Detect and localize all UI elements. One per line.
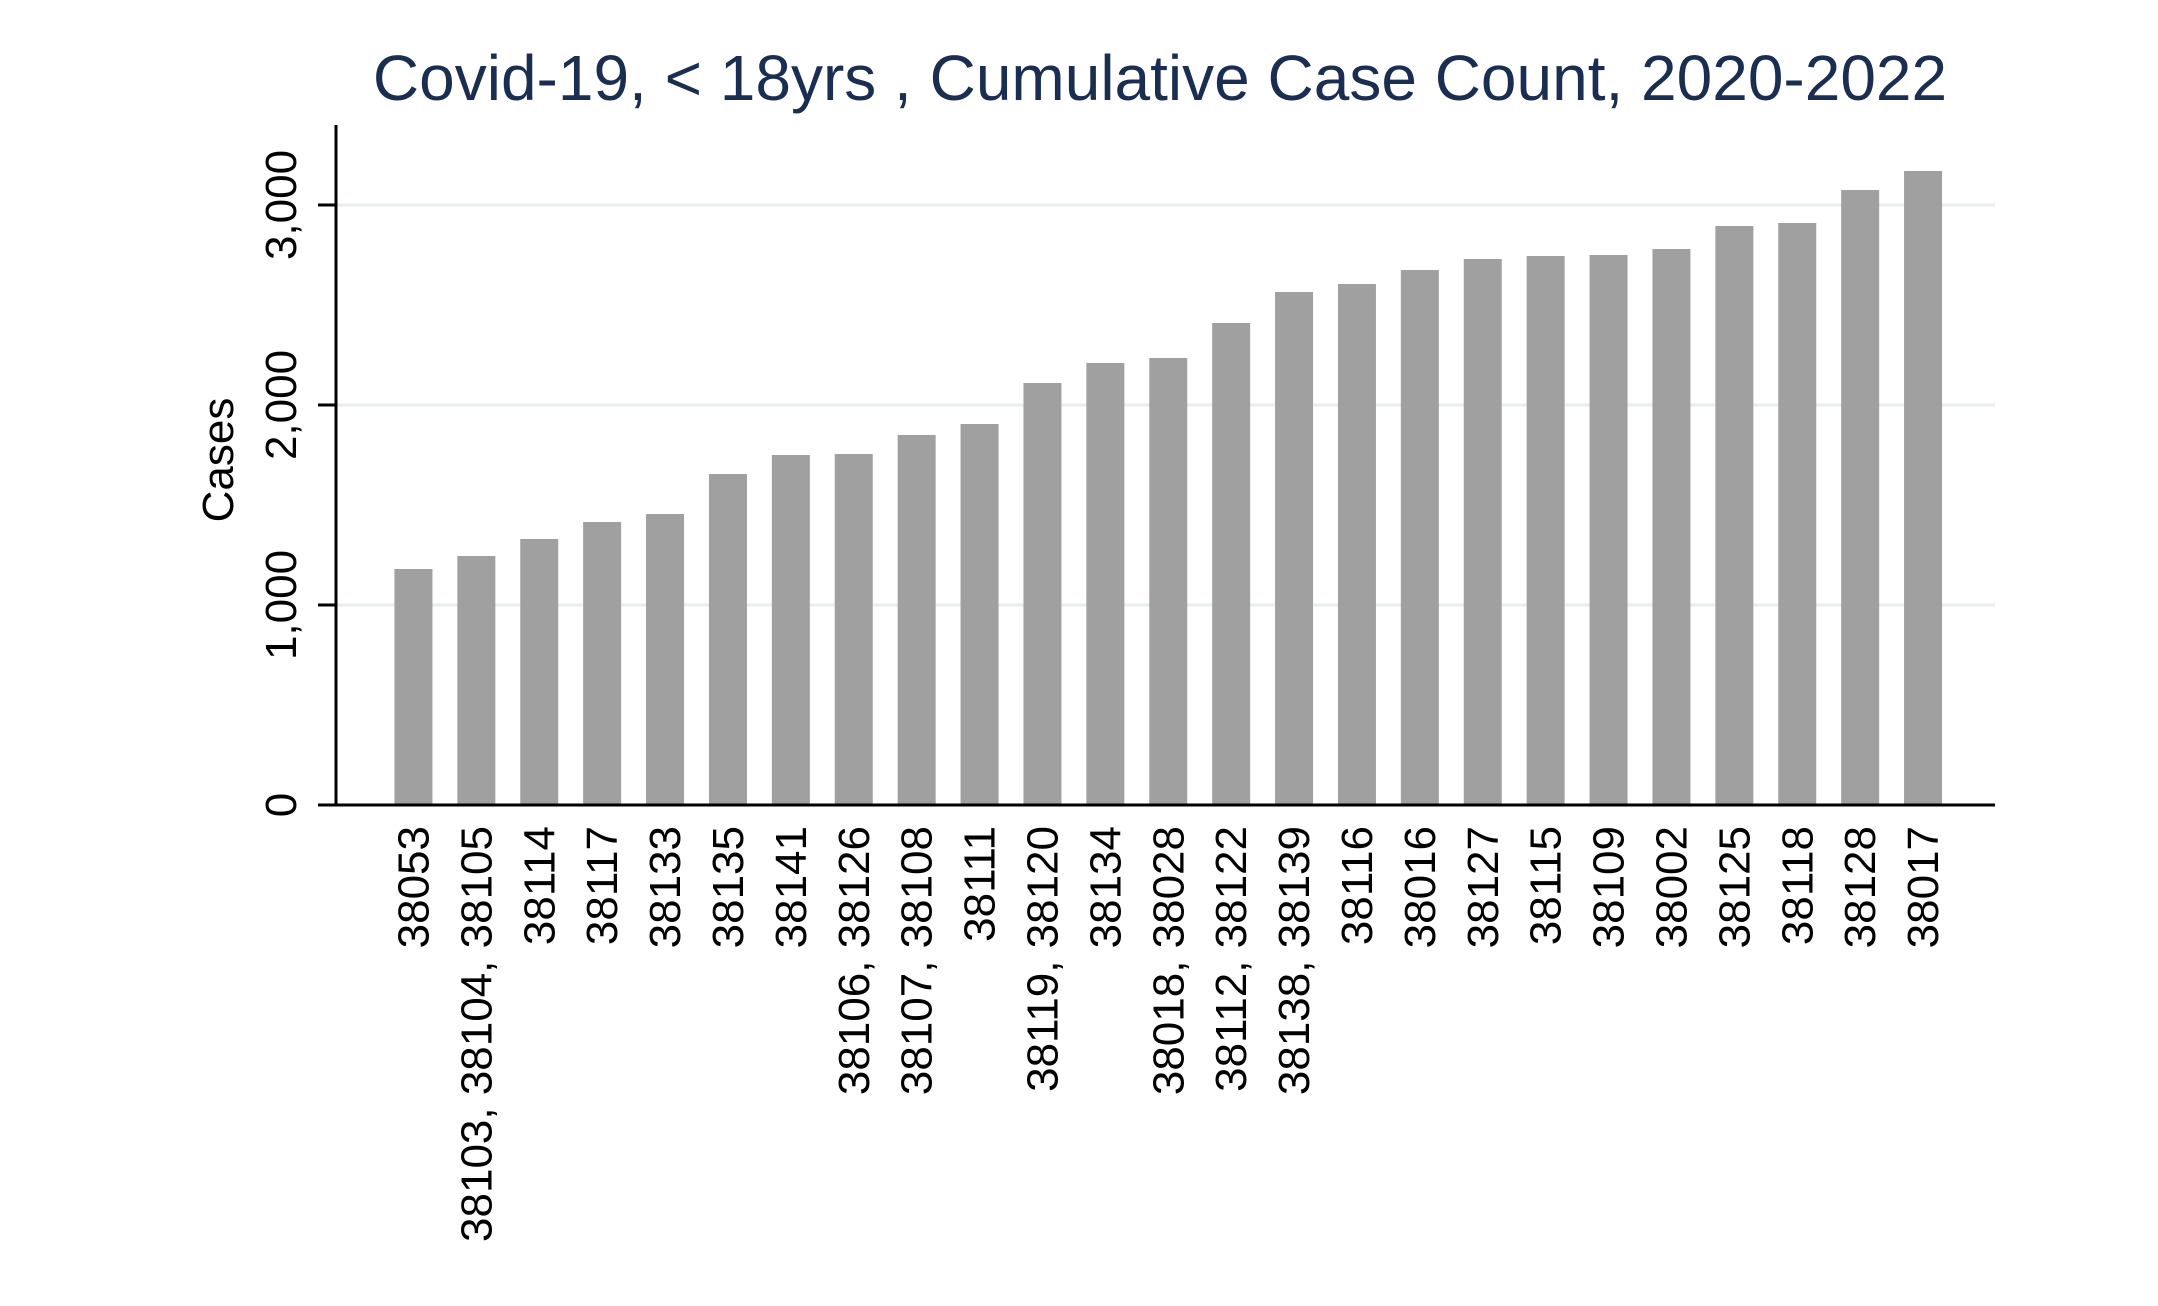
bar: [646, 514, 685, 805]
x-category-label: 38119, 38120: [1018, 826, 1067, 1092]
bar: [457, 556, 496, 805]
bar: [771, 455, 810, 805]
bar: [1841, 190, 1880, 805]
bar: [1275, 292, 1314, 805]
x-category-label: 38127: [1459, 826, 1508, 948]
x-category-label: 38134: [1081, 826, 1130, 948]
bar: [1589, 255, 1628, 805]
x-category-label: 38107, 38108: [893, 826, 942, 1095]
bar: [1715, 226, 1754, 805]
y-tick-label: 3,000: [257, 150, 306, 260]
x-category-label: 38111: [956, 826, 1005, 942]
bar: [1149, 358, 1188, 805]
bar: [1400, 270, 1439, 805]
y-tick-label: 1,000: [257, 550, 306, 660]
x-category-label: 38017: [1899, 826, 1948, 948]
x-category-label: 38016: [1396, 826, 1445, 948]
bar: [583, 522, 622, 805]
chart-title: Covid-19, < 18yrs , Cumulative Case Coun…: [373, 42, 1947, 114]
y-tick-label: 0: [257, 793, 306, 817]
bar: [1023, 383, 1062, 805]
x-category-label: 38125: [1710, 826, 1759, 948]
x-category-label: 38002: [1647, 826, 1696, 948]
x-category-label: 38115: [1522, 826, 1571, 945]
x-category-label: 38053: [389, 826, 438, 948]
x-category-label: 38018, 38028: [1144, 826, 1193, 1095]
x-category-label: 38112, 38122: [1207, 826, 1256, 1092]
bar: [960, 424, 999, 805]
bar: [394, 569, 433, 805]
x-category-labels: 38053 38103, 38104, 38105 38114 38117 38133 3…: [389, 826, 1948, 1242]
bar: [1778, 223, 1817, 805]
bars: [394, 171, 1943, 805]
x-category-label: 38138, 38139: [1270, 826, 1319, 1095]
x-category-label: 38118: [1773, 826, 1822, 945]
bar: [1526, 256, 1565, 805]
bar: [1337, 284, 1376, 805]
y-tick-labels: 0 1,000 2,000 3,000: [257, 150, 336, 817]
x-category-label: 38114: [515, 826, 564, 945]
bar: [708, 474, 747, 805]
x-category-label: 38103, 38104, 38105: [452, 826, 501, 1242]
x-category-label: 38128: [1836, 826, 1885, 948]
bar: [1463, 259, 1502, 805]
bar: [897, 435, 936, 805]
x-category-label: 38106, 38126: [830, 826, 879, 1095]
x-category-label: 38133: [641, 826, 690, 948]
bar: [1086, 363, 1125, 805]
x-category-label: 38141: [767, 826, 816, 948]
bar: [1904, 171, 1943, 805]
y-axis-label: Cases: [194, 398, 243, 523]
x-category-label: 38117: [578, 826, 627, 945]
x-category-label: 38109: [1585, 826, 1634, 948]
bar: [1212, 323, 1251, 805]
y-tick-label: 2,000: [257, 350, 306, 460]
bar: [1652, 249, 1691, 805]
bar: [520, 539, 559, 805]
x-category-label: 38116: [1333, 826, 1382, 945]
bar: [834, 454, 873, 805]
x-category-label: 38135: [704, 826, 753, 948]
